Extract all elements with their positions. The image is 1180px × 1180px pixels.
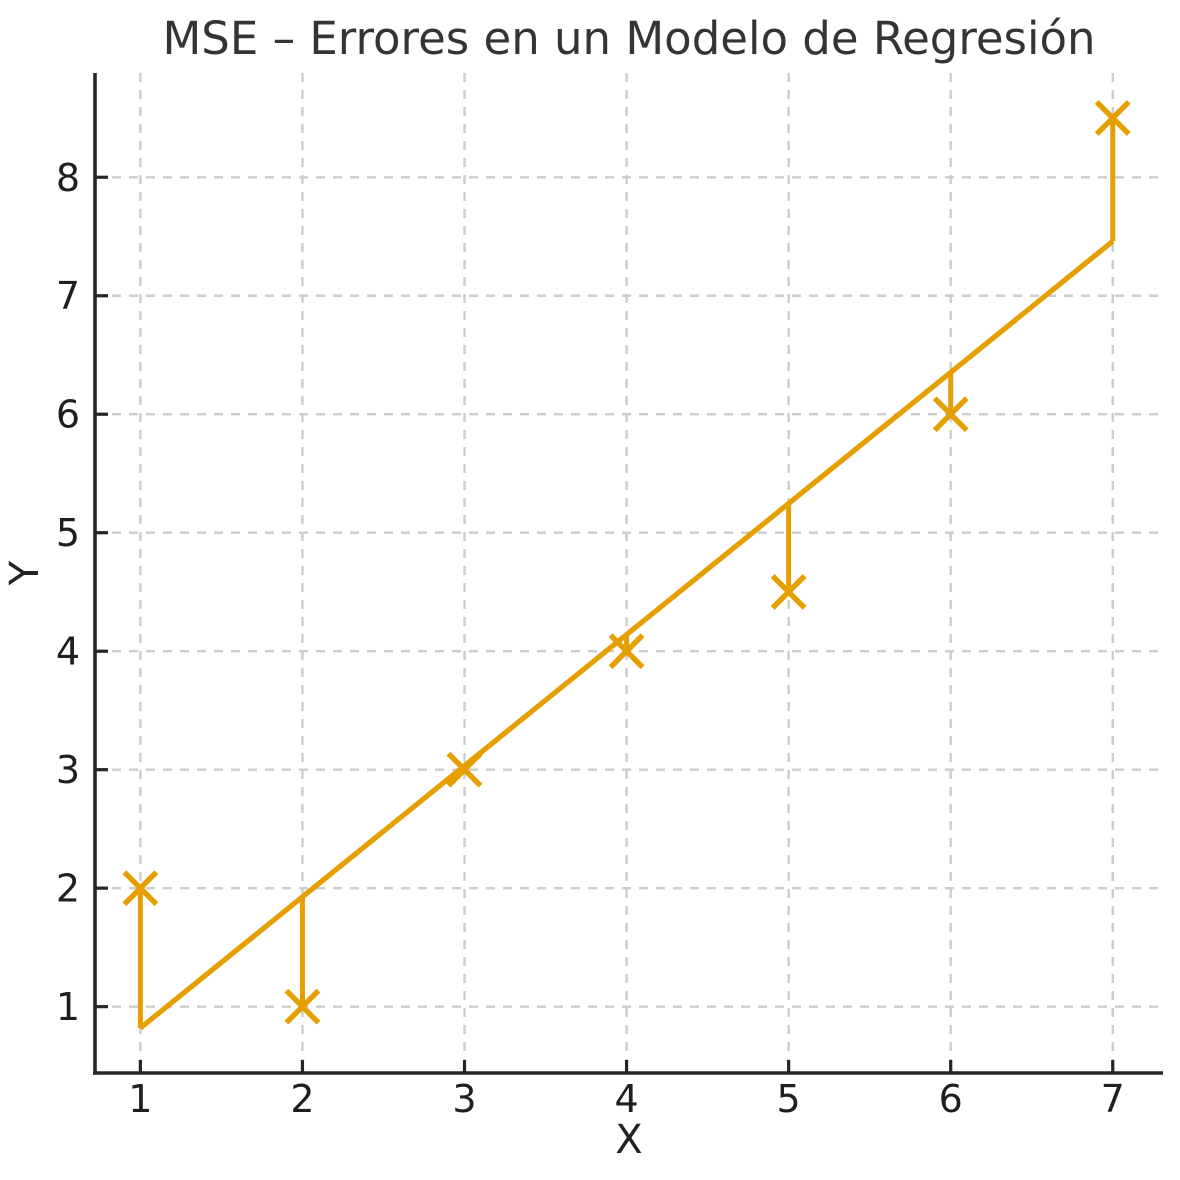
y-tick-label: 7 xyxy=(56,274,80,318)
y-tick-label: 3 xyxy=(56,748,80,792)
data-point-marker xyxy=(284,988,321,1025)
y-tick-label: 4 xyxy=(56,630,80,674)
y-axis-label: Y xyxy=(2,560,48,586)
regression-line xyxy=(138,239,1115,1030)
x-tick-label: 6 xyxy=(939,1077,963,1121)
tick-label-layer: 1 2 3 4 5 6 7 1 2 3 4 5 6 7 8 xyxy=(56,156,1125,1121)
data-point-marker xyxy=(608,633,645,670)
data-point-marker xyxy=(446,751,483,788)
series-layer xyxy=(122,100,1131,1030)
x-tick-label: 1 xyxy=(128,1077,152,1121)
x-tick-label: 4 xyxy=(614,1077,638,1121)
y-tick-label: 6 xyxy=(56,393,80,437)
data-point-marker xyxy=(770,574,807,610)
x-axis-label: X xyxy=(615,1117,642,1163)
x-tick-label: 3 xyxy=(452,1077,476,1121)
y-tick-label: 1 xyxy=(56,985,80,1029)
x-tick-label: 2 xyxy=(290,1077,314,1121)
x-tick-label: 7 xyxy=(1101,1077,1125,1121)
y-tick-label: 5 xyxy=(56,511,80,555)
axes-layer xyxy=(93,73,1163,1075)
grid-layer xyxy=(95,73,1163,1073)
data-point-marker xyxy=(1094,100,1131,136)
x-tick-label: 5 xyxy=(777,1077,801,1121)
y-tick-label: 8 xyxy=(56,156,80,200)
data-point-marker xyxy=(932,396,969,433)
y-tick-label: 2 xyxy=(56,867,80,911)
data-point-marker xyxy=(122,870,159,907)
chart-title: MSE – Errores en un Modelo de Regresión xyxy=(162,12,1095,65)
